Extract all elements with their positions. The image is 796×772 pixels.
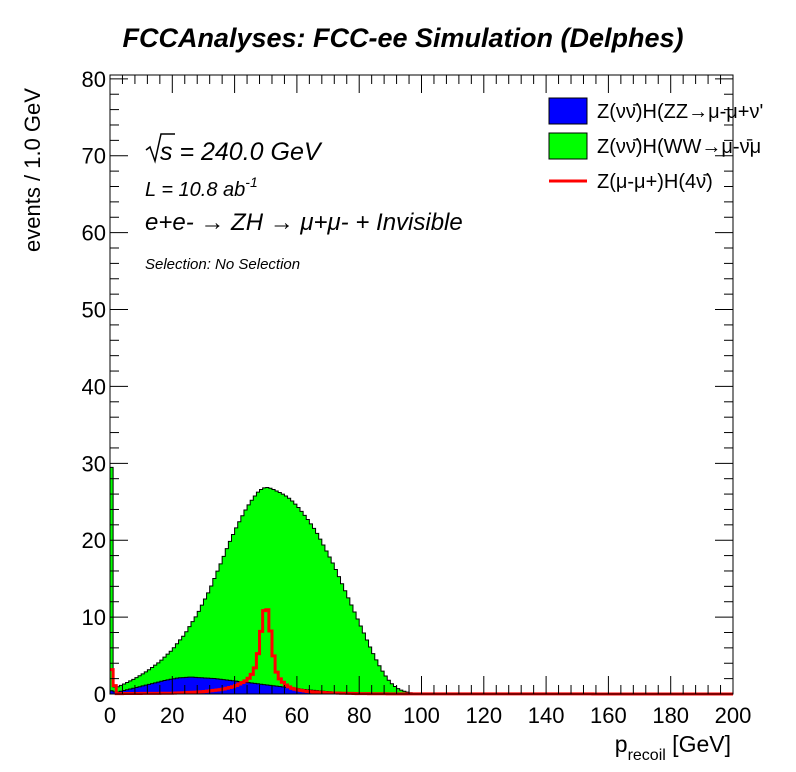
x-axis-label-unit: [GeV] (666, 731, 731, 757)
legend-swatch-zz (548, 97, 588, 125)
x-tick-label: 40 (222, 703, 246, 728)
x-axis-label-sub: recoil (628, 747, 666, 764)
selection-label: Selection: No Selection (145, 256, 300, 273)
y-tick-label: 50 (82, 298, 106, 323)
x-axis-label-main: p (615, 731, 628, 757)
sqrt-s-label: s = 240.0 GeV (145, 133, 323, 166)
legend: Z(νν̄)H(ZZ→μ-μ+ν' Z(νν̄)H(WW→μ-ν̄μ Z(μ-μ… (548, 97, 763, 193)
y-tick-label: 60 (82, 221, 106, 246)
x-tick-label: 0 (104, 703, 116, 728)
sqrt-s-text: s = 240.0 GeV (160, 138, 323, 166)
legend-label-zz: Z(νν̄)H(ZZ→μ-μ+ν' (597, 101, 763, 123)
chart-title: FCCAnalyses: FCC-ee Simulation (Delphes) (122, 23, 683, 53)
legend-label-ww: Z(νν̄)H(WW→μ-ν̄μ (597, 136, 761, 158)
series-zz-fill (110, 677, 733, 694)
process-label: e+e- → ZH → μ+μ- + Invisible (145, 209, 463, 236)
legend-swatch-ww (548, 132, 588, 160)
y-tick-label: 70 (82, 144, 106, 169)
y-tick-label: 0 (94, 682, 106, 707)
x-tick-label: 180 (652, 703, 689, 728)
y-tick-label: 10 (82, 605, 106, 630)
x-tick-label: 160 (590, 703, 627, 728)
legend-label-4nu: Z(μ-μ+)H(4ν̄) (597, 171, 713, 193)
plot-area: 0 20 40 60 80 100 120 140 160 180 200 0 10 20 30 40 50 60… (82, 67, 752, 728)
y-tick-label: 20 (82, 528, 106, 553)
luminosity-label: L = 10.8 ab-1 (145, 174, 258, 201)
y-axis-label: events / 1.0 GeV (20, 88, 45, 252)
plot-border (109, 74, 734, 695)
x-tick-label: 120 (465, 703, 502, 728)
luminosity-text: L = 10.8 ab (145, 179, 245, 201)
tick-layer: 0 20 40 60 80 100 120 140 160 180 200 0 10 20 30 40 50 60… (82, 67, 752, 728)
x-tick-label: 20 (160, 703, 184, 728)
y-tick-label: 40 (82, 374, 106, 399)
sqrt-symbol (145, 133, 175, 164)
x-axis-label: precoil [GeV] (615, 731, 731, 764)
y-tick-label: 30 (82, 451, 106, 476)
series-ww-fill (110, 467, 733, 694)
x-tick-label: 80 (347, 703, 371, 728)
x-tick-label: 200 (715, 703, 752, 728)
x-tick-label: 60 (285, 703, 309, 728)
luminosity-exponent: -1 (245, 174, 257, 190)
annotations: s = 240.0 GeV L = 10.8 ab-1 e+e- → ZH → … (145, 133, 463, 273)
x-tick-label: 140 (528, 703, 565, 728)
x-tick-label: 100 (403, 703, 440, 728)
y-tick-label: 80 (82, 67, 106, 92)
